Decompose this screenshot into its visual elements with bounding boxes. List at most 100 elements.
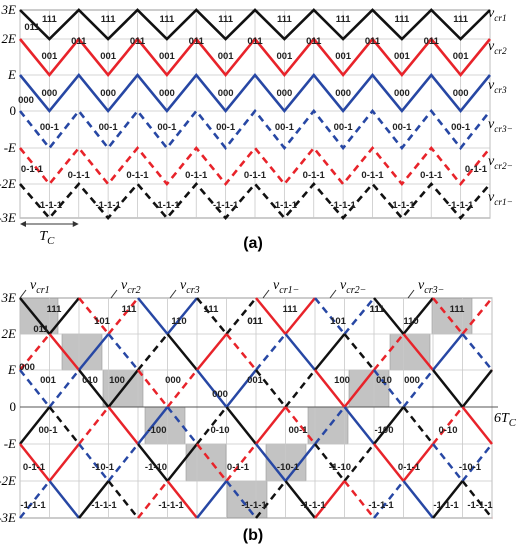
switching-state-code: 000 (453, 88, 469, 99)
carrier-segment (137, 297, 169, 335)
y-tick-label: -E (4, 436, 16, 451)
switching-state-code: -10-1 (459, 462, 482, 473)
label-pointer (110, 289, 118, 299)
shaded-interval (307, 406, 349, 445)
switching-state-code: -1-10 (145, 462, 167, 473)
switching-state-code: 000 (18, 95, 34, 106)
carrier-label: vcr1 (488, 6, 507, 24)
switching-state-code: 011 (247, 316, 263, 327)
carrier-segment (284, 369, 316, 408)
switching-state-code: 00-1 (99, 122, 119, 133)
switching-state-code: 0-1-1 (185, 170, 208, 181)
carrier-segment (225, 297, 257, 335)
carrier-segment (373, 369, 405, 408)
y-tick-label: E (7, 67, 16, 82)
switching-state-code: -1-1-1 (300, 500, 326, 511)
switching-state-code: 0-1-1 (126, 170, 149, 181)
switching-state-code: 011 (424, 36, 440, 47)
switching-state-code: 001 (276, 51, 293, 62)
switching-state-code: 001 (40, 375, 57, 386)
switching-state-code: 111 (370, 304, 386, 315)
switching-state-code: 000 (335, 88, 351, 99)
switching-state-code: 110 (171, 316, 186, 327)
period-label: TC (39, 229, 55, 247)
y-tick-label: 0 (10, 399, 17, 414)
carrier-segment (402, 333, 434, 371)
switching-state-code: -1-1-1 (213, 200, 239, 211)
carrier-segment (461, 369, 493, 408)
carrier-segment (284, 297, 316, 335)
carrier-segment (314, 369, 346, 408)
switching-state-code: 100 (334, 375, 350, 386)
carrier-vcr3-neg (18, 108, 492, 151)
switching-state-code: 000 (19, 362, 35, 373)
switching-state-code: -1-1-1 (95, 200, 121, 211)
carrier-segment (432, 443, 464, 482)
carrier-segment (402, 443, 434, 482)
switching-state-code: 000 (159, 88, 175, 99)
switching-state-code: 101 (330, 316, 347, 327)
carrier-segment (314, 406, 346, 445)
switching-state-code: 001 (100, 51, 117, 62)
carrier-segment (461, 297, 493, 335)
switching-state-code: 0-1-1 (68, 170, 91, 181)
carrier-segment (255, 480, 287, 519)
switching-state-code: 010 (376, 375, 392, 386)
carrier-segment (432, 333, 464, 371)
carrier-segment (166, 297, 198, 335)
switching-state-code: 111 (101, 14, 117, 25)
carrier-label: vcr1 (30, 278, 50, 296)
switching-state-code: -10-1 (277, 462, 300, 473)
carrier-segment (461, 406, 493, 445)
switching-state-code: 011 (247, 316, 263, 327)
switching-state-code: -1-1-1 (91, 500, 117, 511)
carrier-segment (343, 406, 375, 445)
switching-state-code: 00-1 (288, 425, 308, 436)
carrier-segment (166, 480, 198, 519)
arrow-head (72, 221, 79, 227)
carrier-segment (107, 480, 139, 519)
carrier-segment (166, 369, 198, 408)
switching-state-code: -1-1-1 (37, 200, 63, 211)
carrier-segment (19, 333, 51, 371)
switching-state-code: 0-1-1 (465, 164, 488, 175)
carrier-segment (78, 333, 110, 371)
switching-state-code: 0-1-1 (420, 170, 443, 181)
carrier-segment (461, 480, 493, 519)
switching-state-code: 00-1 (216, 122, 236, 133)
switching-state-code: -1-1-1 (241, 500, 267, 511)
switching-state-code: 0-1-1 (227, 462, 250, 473)
switching-state-code: -1-1-1 (158, 500, 184, 511)
axis-end-label: 6TC (494, 411, 517, 429)
carrier-segment (48, 406, 80, 445)
carrier-segment (432, 369, 464, 408)
switching-state-code: 011 (189, 36, 205, 47)
switching-state-code: 000 (394, 88, 410, 99)
carrier-segment (137, 443, 169, 482)
carrier-segment (196, 406, 228, 445)
carrier-segment (166, 443, 198, 482)
switching-state-code: -1-1-1 (389, 200, 415, 211)
carrier-segment (432, 406, 464, 445)
caption-b: (b) (243, 527, 263, 544)
carrier-label: vcr3 (180, 278, 200, 296)
y-tick-label: 3E (1, 2, 17, 17)
carrier-label: vcr2− (488, 154, 513, 172)
carrier-segment (107, 297, 139, 335)
carrier-segment (48, 297, 80, 335)
switching-state-code: -1-1-1 (368, 500, 394, 511)
carrier-label: vcr2− (340, 278, 366, 296)
y-tick-label: -E (4, 140, 16, 155)
switching-state-code: -100 (374, 425, 393, 436)
carrier-segment (225, 406, 257, 445)
switching-state-code: 111 (42, 14, 58, 25)
panel-b: 3E 2E E 0 -E -2E -3E vcr1 vcr2 vcr3 vcr1− vcr2− vcr3… (0, 278, 517, 525)
carrier-segment (314, 297, 346, 335)
carrier-segment (255, 297, 287, 335)
switching-state-code: -1-1-1 (433, 500, 459, 511)
carrier-segment (402, 480, 434, 519)
switching-state-code: -1-10 (329, 462, 351, 473)
switching-state-code: -1-1-1 (154, 200, 180, 211)
carrier-segment (255, 333, 287, 371)
carrier-segment (166, 333, 198, 371)
